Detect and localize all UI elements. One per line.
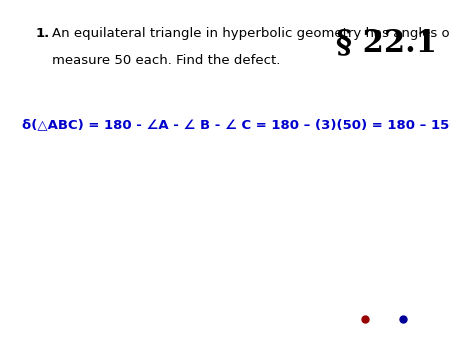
Point <box>399 317 406 322</box>
Point <box>361 317 368 322</box>
Text: § 22.1: § 22.1 <box>336 27 436 58</box>
Text: measure 50 each. Find the defect.: measure 50 each. Find the defect. <box>52 54 280 67</box>
Text: 1.: 1. <box>36 27 50 40</box>
Text: δ(△ABC) = 180 - ∠A - ∠ B - ∠ C = 180 – (3)(50) = 180 – 150 = 30.: δ(△ABC) = 180 - ∠A - ∠ B - ∠ C = 180 – (… <box>22 118 450 131</box>
Text: An equilateral triangle in hyperbolic geometry has angles of: An equilateral triangle in hyperbolic ge… <box>52 27 450 40</box>
